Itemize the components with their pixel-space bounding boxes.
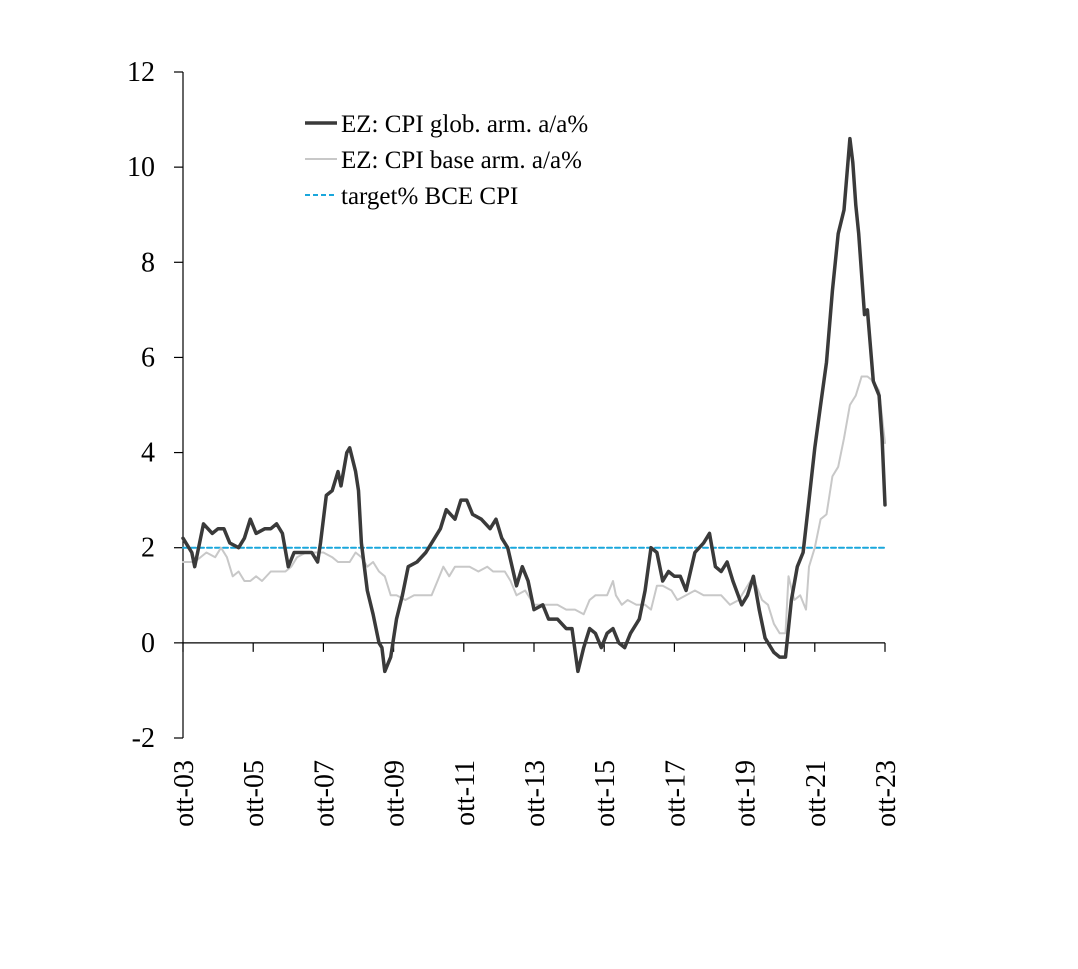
y-tick-label: 0 xyxy=(141,628,155,659)
x-tick-label: ott-19 xyxy=(731,760,762,827)
y-tick-label: 4 xyxy=(141,438,155,469)
y-tick-label: 2 xyxy=(141,533,155,564)
y-tick-label: 12 xyxy=(127,57,155,88)
legend-label: target% BCE CPI xyxy=(341,183,518,210)
x-axis-ticks: ott-03 ott-05 ott-07 ott-09 ott-11 ott-13 ott-… xyxy=(169,642,902,827)
x-tick-label: ott-09 xyxy=(380,760,411,827)
x-tick-label: ott-07 xyxy=(309,760,340,827)
x-tick-label: ott-17 xyxy=(660,760,691,827)
x-tick-label: ott-03 xyxy=(169,760,200,827)
series-line-1 xyxy=(182,375,886,635)
x-tick-label: ott-11 xyxy=(450,760,481,826)
x-tick-label: ott-23 xyxy=(871,760,902,827)
y-tick-label: 10 xyxy=(127,152,155,183)
y-axis-ticks: -2 0 2 4 6 8 10 12 xyxy=(127,57,183,754)
y-tick-label: 6 xyxy=(141,342,155,373)
series-line-0 xyxy=(181,136,887,674)
y-tick-label: 8 xyxy=(141,247,155,278)
x-tick-label: ott-21 xyxy=(801,760,832,827)
x-tick-label: ott-05 xyxy=(239,760,270,827)
series-layer xyxy=(181,136,887,674)
x-tick-label: ott-15 xyxy=(590,760,621,827)
y-tick-label: -2 xyxy=(132,723,155,754)
legend: EZ: CPI glob. arm. a/a% EZ: CPI base arm.… xyxy=(305,111,588,210)
legend-label: EZ: CPI base arm. a/a% xyxy=(341,147,582,174)
x-tick-label: ott-13 xyxy=(520,760,551,827)
legend-label: EZ: CPI glob. arm. a/a% xyxy=(341,111,588,138)
